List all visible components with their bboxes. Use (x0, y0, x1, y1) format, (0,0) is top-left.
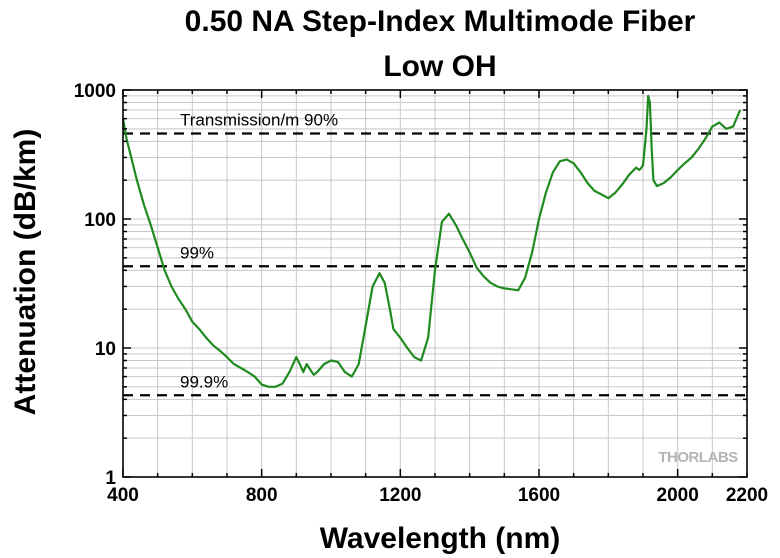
grid (123, 90, 747, 477)
y-axis-title: Attenuation (dB/km) (9, 129, 42, 416)
reference-label: 99% (180, 243, 214, 262)
attenuation-line (121, 94, 742, 388)
reference-label: 99.9% (180, 372, 228, 391)
y-tick-label: 100 (84, 210, 116, 231)
x-axis-title: Wavelength (nm) (320, 522, 561, 555)
series (121, 94, 742, 388)
x-tick-label: 1600 (518, 485, 560, 506)
x-tick-label: 2200 (726, 485, 768, 506)
reference-label: Transmission/m 90% (180, 111, 338, 130)
x-tick-label: 400 (107, 485, 139, 506)
chart-title-line-1: 0.50 NA Step-Index Multimode Fiber (185, 5, 696, 38)
ticks: 400 800 1200 1600 2000 2200 1 10 100 1000 (74, 81, 768, 506)
x-tick-label: 800 (246, 485, 278, 506)
x-tick-label: 1200 (379, 485, 421, 506)
thorlabs-watermark: THORLABS (658, 449, 738, 466)
y-tick-label: 1 (105, 468, 116, 489)
y-tick-label: 10 (95, 339, 116, 360)
x-tick-label: 2000 (657, 485, 699, 506)
y-tick-label: 1000 (74, 81, 116, 102)
chart-title-line-2: Low OH (383, 50, 496, 83)
